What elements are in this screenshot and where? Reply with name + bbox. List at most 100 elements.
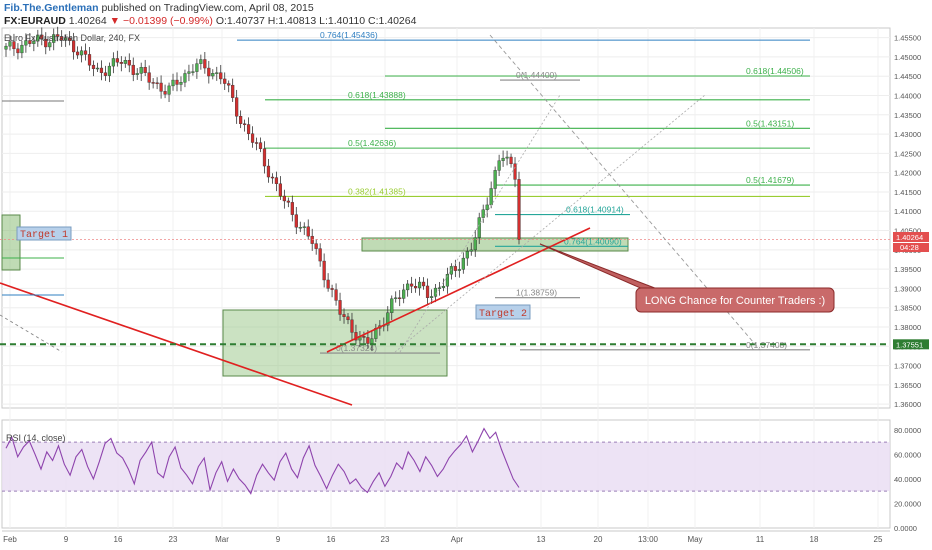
fib-level-label: 0.618(1.40914) — [566, 205, 624, 215]
candle-body — [449, 266, 453, 275]
candle-body — [318, 248, 322, 262]
fib-level-label: 0.382(1.41385) — [348, 186, 406, 196]
rsi-band — [2, 442, 890, 492]
fib-level-label: 0.5(1.42636) — [348, 138, 396, 148]
price-tag-bg — [893, 243, 929, 252]
price-tick-label: 1.40500 — [894, 227, 921, 236]
time-axis[interactable]: Feb 9 16 23 Mar 9 16 23 Apr 13 20 13:00 May 11 18 25 — [2, 530, 890, 544]
candle-body — [433, 287, 438, 297]
candle-body — [370, 338, 374, 344]
candle-body — [350, 319, 354, 333]
candle-body — [246, 124, 251, 134]
symbol-label: FX:EURAUD — [4, 15, 66, 27]
candle-body — [473, 237, 477, 251]
candle-body — [258, 142, 263, 149]
candle-body — [243, 123, 247, 125]
time-tick-label: May — [687, 535, 702, 544]
publish-info: published on TradingView.com, April 08, … — [101, 2, 314, 14]
fib-level-label: 0.764(1.45436) — [320, 30, 378, 40]
candle-body — [421, 281, 426, 287]
candle-body — [326, 279, 330, 289]
rsi-tick-label: 0.0000 — [894, 524, 917, 533]
candle-body — [207, 67, 211, 77]
price-tick-label: 1.37000 — [894, 362, 921, 371]
candle-body — [103, 72, 108, 76]
candle-body — [338, 300, 342, 315]
price-tick-label: 1.41000 — [894, 207, 921, 216]
candle-body — [72, 40, 76, 53]
author-link[interactable]: Fib.The.Gentleman — [4, 2, 99, 14]
candle-body — [119, 62, 123, 64]
price-tick-label: 1.39000 — [894, 284, 921, 293]
candle-body — [143, 67, 147, 73]
candle-body — [239, 115, 243, 124]
candle-body — [453, 266, 457, 271]
candle-body — [398, 297, 402, 299]
candle-body — [183, 73, 187, 83]
candle-body — [414, 286, 418, 289]
last-price: 1.40264 — [68, 15, 107, 27]
target1-box — [16, 226, 72, 241]
candle-body — [306, 226, 310, 237]
candle-body — [390, 298, 394, 313]
trend-lines — [0, 34, 890, 406]
countdown-tag: 04:28 — [900, 243, 919, 252]
price-tag-bg — [893, 339, 929, 350]
candle-body — [64, 37, 68, 41]
candle-body — [402, 289, 406, 299]
candle-body — [441, 285, 446, 288]
candle-body — [36, 34, 40, 42]
candle-body — [366, 337, 370, 344]
candle-body — [497, 160, 501, 171]
fan-line — [394, 94, 706, 353]
candle-body — [91, 64, 96, 69]
rsi-tick-label: 60.0000 — [894, 450, 921, 459]
candle-body — [254, 142, 259, 144]
candle-body — [342, 314, 346, 317]
time-tick-label: 23 — [381, 535, 390, 544]
candle-body — [111, 58, 115, 67]
price-tick-label: 1.45000 — [894, 53, 921, 62]
candle-body — [175, 79, 179, 85]
candle-body — [68, 37, 72, 41]
candle-body — [322, 260, 326, 281]
time-tick-label: 16 — [327, 535, 336, 544]
candle-body — [187, 71, 191, 74]
price-tick-label: 1.44000 — [894, 92, 921, 101]
candle-body — [386, 312, 390, 326]
fibonacci-levels: 0.764(1.45436) 0.618(1.43888) 0.5(1.42636)… — [237, 30, 810, 354]
price-axis[interactable]: 1.45500 1.45000 1.44500 1.44000 1.43500 1.430… — [893, 34, 929, 409]
candle-body — [24, 40, 28, 46]
candle-body — [8, 41, 12, 47]
fib-level-label: 0.5(1.43151) — [746, 118, 794, 128]
candle-body — [44, 38, 48, 48]
candle-body — [354, 332, 358, 341]
candle-body — [429, 296, 434, 298]
price-tick-label: 1.36500 — [894, 381, 921, 390]
candle-body — [334, 289, 338, 301]
candle-body — [250, 133, 255, 143]
rsi-tick-label: 40.0000 — [894, 475, 921, 484]
candle-body — [282, 195, 286, 202]
candle-body — [83, 50, 88, 55]
price-tick-label: 1.44500 — [894, 72, 921, 81]
candle-body — [330, 288, 334, 290]
target2-label: Target 2 — [479, 309, 527, 320]
candle-body — [294, 214, 298, 228]
candle-body — [32, 40, 36, 44]
candle-body — [509, 156, 513, 165]
candle-body — [298, 227, 302, 229]
candle-body — [139, 67, 143, 74]
price-tick-label: 1.43000 — [894, 130, 921, 139]
candle-body — [231, 84, 235, 98]
candle-body — [346, 316, 350, 321]
down-arrow-icon: ▼ — [109, 15, 121, 27]
candle-body — [266, 165, 271, 178]
candle-body — [155, 82, 159, 84]
candle-body — [274, 177, 279, 184]
candle-body — [410, 283, 414, 287]
candle-body — [79, 50, 84, 56]
candle-body — [48, 42, 52, 48]
time-tick-label: 13:00 — [638, 535, 659, 544]
